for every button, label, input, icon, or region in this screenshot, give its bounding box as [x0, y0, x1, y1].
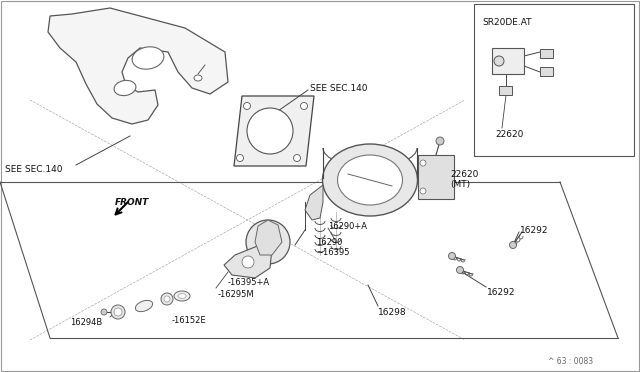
Circle shape [237, 154, 243, 161]
Ellipse shape [178, 294, 186, 298]
Polygon shape [224, 245, 272, 278]
Circle shape [260, 234, 276, 250]
Circle shape [242, 256, 254, 268]
Circle shape [436, 137, 444, 145]
Polygon shape [305, 185, 323, 220]
Circle shape [456, 266, 463, 273]
Circle shape [301, 103, 307, 109]
Text: SEE SEC.140: SEE SEC.140 [5, 165, 63, 174]
Text: SR20DE.AT: SR20DE.AT [482, 18, 531, 27]
Bar [492, 48, 524, 74]
Polygon shape [234, 96, 314, 166]
Circle shape [101, 309, 107, 315]
Circle shape [420, 160, 426, 166]
Ellipse shape [132, 47, 164, 69]
Text: 16298: 16298 [378, 308, 406, 317]
Text: -16295M: -16295M [218, 290, 255, 299]
Polygon shape [48, 8, 228, 124]
Circle shape [246, 220, 290, 264]
Text: 16290+A: 16290+A [328, 222, 367, 231]
Text: FRONT: FRONT [115, 198, 149, 207]
Ellipse shape [337, 155, 403, 205]
Circle shape [420, 188, 426, 194]
Ellipse shape [174, 291, 190, 301]
Ellipse shape [114, 80, 136, 96]
Ellipse shape [136, 300, 152, 312]
Ellipse shape [323, 144, 417, 216]
Text: 22620
(MT): 22620 (MT) [450, 170, 478, 189]
Bar [540, 67, 553, 76]
Ellipse shape [194, 75, 202, 81]
Circle shape [111, 305, 125, 319]
Text: ~16395: ~16395 [316, 248, 349, 257]
Polygon shape [255, 220, 282, 255]
Bar [499, 86, 512, 95]
Circle shape [494, 56, 504, 66]
Bar [418, 155, 454, 199]
Text: ^ 63 : 0083: ^ 63 : 0083 [548, 357, 593, 366]
Bar [474, 4, 634, 156]
Circle shape [449, 253, 456, 260]
Text: 16290: 16290 [316, 238, 342, 247]
Circle shape [509, 241, 516, 248]
Circle shape [243, 103, 250, 109]
Text: -16152E: -16152E [172, 316, 207, 325]
Circle shape [294, 154, 301, 161]
Circle shape [114, 308, 122, 316]
Text: 22620: 22620 [495, 130, 524, 139]
Circle shape [164, 296, 170, 302]
Text: 16292: 16292 [487, 288, 515, 297]
Circle shape [247, 108, 293, 154]
Text: 16292: 16292 [520, 226, 548, 235]
Text: 16294B: 16294B [70, 318, 102, 327]
Circle shape [161, 293, 173, 305]
Bar [540, 49, 553, 58]
Text: SEE SEC.140: SEE SEC.140 [310, 84, 367, 93]
Text: -16395+A: -16395+A [228, 278, 270, 287]
